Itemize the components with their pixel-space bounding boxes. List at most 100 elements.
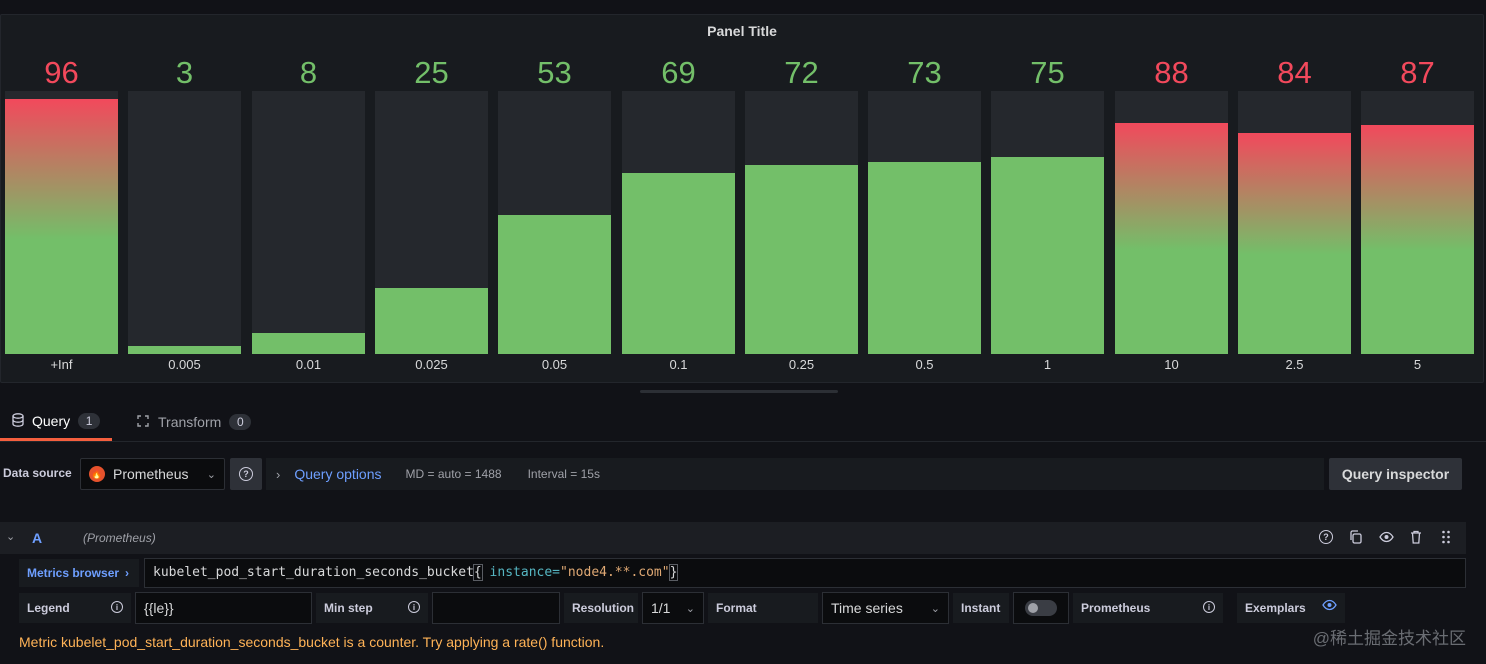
max-data-points-info: MD = auto = 1488 <box>405 467 502 481</box>
chevron-right-icon: › <box>125 566 130 580</box>
metrics-browser-label: Metrics browser <box>27 566 120 580</box>
metrics-browser-button[interactable]: Metrics browser › <box>19 559 139 587</box>
bar-value-label: 96 <box>44 55 79 90</box>
bar-column: 69 0.1 <box>622 55 735 375</box>
bar-track <box>745 91 858 354</box>
format-select[interactable]: Time series ⌄ <box>822 592 949 624</box>
bar-track <box>1238 91 1351 354</box>
bar[interactable] <box>1361 125 1474 354</box>
watermark: @稀土掘金技术社区 <box>1312 629 1466 648</box>
info-icon[interactable]: i <box>408 601 420 613</box>
bar-column: 25 0.025 <box>375 55 488 375</box>
tab-query[interactable]: Query 1 <box>0 404 113 441</box>
info-icon[interactable]: i <box>111 601 123 613</box>
legend-label-text: Legend <box>27 601 70 615</box>
query-options-row: Legend i {{le}} Min step i Resolution 1/… <box>19 592 1466 624</box>
bar-track <box>128 91 241 354</box>
query-ref-id[interactable]: A <box>32 530 43 546</box>
bar-value-label: 75 <box>1030 55 1065 90</box>
eye-icon[interactable] <box>1322 599 1337 614</box>
bar-track <box>1115 91 1228 354</box>
interval-info: Interval = 15s <box>527 467 600 481</box>
help-icon[interactable]: ? <box>1318 529 1334 545</box>
query-label-value: "node4.**.com" <box>560 565 670 580</box>
bar[interactable] <box>622 173 735 354</box>
prometheus-type-label: Prometheus i <box>1073 593 1223 623</box>
bar-track <box>622 91 735 354</box>
chevron-down-icon: ⌄ <box>930 602 940 615</box>
resolution-label: Resolution <box>564 593 638 623</box>
bar[interactable] <box>375 288 488 354</box>
exemplars-label: Exemplars <box>1237 593 1345 623</box>
bar-value-label: 88 <box>1154 55 1189 90</box>
min-step-label-text: Min step <box>324 601 373 615</box>
resolution-select[interactable]: 1/1 ⌄ <box>642 592 704 624</box>
bar-value-label: 8 <box>299 55 318 90</box>
bar[interactable] <box>1238 133 1351 354</box>
bar-track <box>498 91 611 354</box>
query-inspector-button[interactable]: Query inspector <box>1329 458 1462 490</box>
bar-value-label: 73 <box>907 55 942 90</box>
datasource-picker[interactable]: 🔥 Prometheus ⌄ <box>80 458 225 490</box>
bar-column: 53 0.05 <box>498 55 611 375</box>
chevron-down-icon: ⌄ <box>685 602 695 615</box>
panel-title[interactable]: Panel Title <box>707 23 777 39</box>
tab-transform[interactable]: Transform 0 <box>124 404 263 440</box>
resolution-value: 1/1 <box>651 600 671 616</box>
eye-icon[interactable] <box>1378 529 1394 545</box>
collapse-chevron-icon[interactable]: ⌄ <box>6 531 16 543</box>
counter-warning: Metric kubelet_pod_start_duration_second… <box>19 634 605 650</box>
datasource-row: Data source 🔥 Prometheus ⌄ ? › Query opt… <box>0 454 1486 494</box>
query-brace-close: } <box>668 564 679 581</box>
query-options-toggle[interactable]: › Query options MD = auto = 1488 Interva… <box>266 458 1324 490</box>
bar-category-label: 10 <box>1164 357 1179 372</box>
tab-transform-label: Transform <box>158 414 222 430</box>
bar-category-label: 5 <box>1413 357 1422 372</box>
bar-track <box>252 91 365 354</box>
query-brace-open: { <box>472 564 483 581</box>
chevron-right-icon: › <box>276 466 281 482</box>
bar[interactable] <box>5 99 118 354</box>
instant-toggle[interactable] <box>1013 592 1069 624</box>
datasource-label: Data source <box>3 466 72 480</box>
transform-icon <box>136 414 150 431</box>
bar-value-label: 53 <box>537 55 572 90</box>
bar-value-label: 3 <box>175 55 194 90</box>
bar-track <box>375 91 488 354</box>
bar-track <box>5 91 118 354</box>
bar-track <box>991 91 1104 354</box>
tab-query-label: Query <box>32 413 71 429</box>
bar[interactable] <box>252 333 365 354</box>
duplicate-icon[interactable] <box>1348 529 1364 545</box>
bar-column: 3 0.005 <box>128 55 241 375</box>
query-datasource-name: (Prometheus) <box>83 531 156 545</box>
min-step-input[interactable] <box>432 592 560 624</box>
question-icon: ? <box>239 467 253 481</box>
query-options-title: Query options <box>294 466 382 482</box>
info-icon[interactable]: i <box>1203 601 1215 613</box>
query-count-badge: 1 <box>78 413 101 429</box>
bar[interactable] <box>745 165 858 354</box>
chevron-down-icon: ⌄ <box>206 468 216 481</box>
panel-resize-handle[interactable] <box>640 390 838 393</box>
exemplars-label-text: Exemplars <box>1245 601 1306 615</box>
bar[interactable] <box>991 157 1104 354</box>
bar[interactable] <box>1115 123 1228 354</box>
query-label-name: instance= <box>481 565 561 580</box>
bar-column: 8 0.01 <box>252 55 365 375</box>
bar[interactable] <box>498 215 611 354</box>
datasource-selected: Prometheus <box>113 466 189 482</box>
query-metric: kubelet_pod_start_duration_seconds_bucke… <box>153 565 474 580</box>
legend-input[interactable]: {{le}} <box>135 592 312 624</box>
editor-tabs: Query 1 Transform 0 <box>0 404 1486 442</box>
datasource-help-button[interactable]: ? <box>230 458 262 490</box>
trash-icon[interactable] <box>1408 529 1424 545</box>
bar-column: 73 0.5 <box>868 55 981 375</box>
bar[interactable] <box>868 162 981 354</box>
bar-track <box>1361 91 1474 354</box>
bar[interactable] <box>128 346 241 354</box>
drag-handle-icon[interactable] <box>1438 529 1454 545</box>
database-icon <box>12 412 24 430</box>
bar-category-label: 0.05 <box>541 357 568 372</box>
promql-query-input[interactable]: kubelet_pod_start_duration_seconds_bucke… <box>144 558 1466 588</box>
